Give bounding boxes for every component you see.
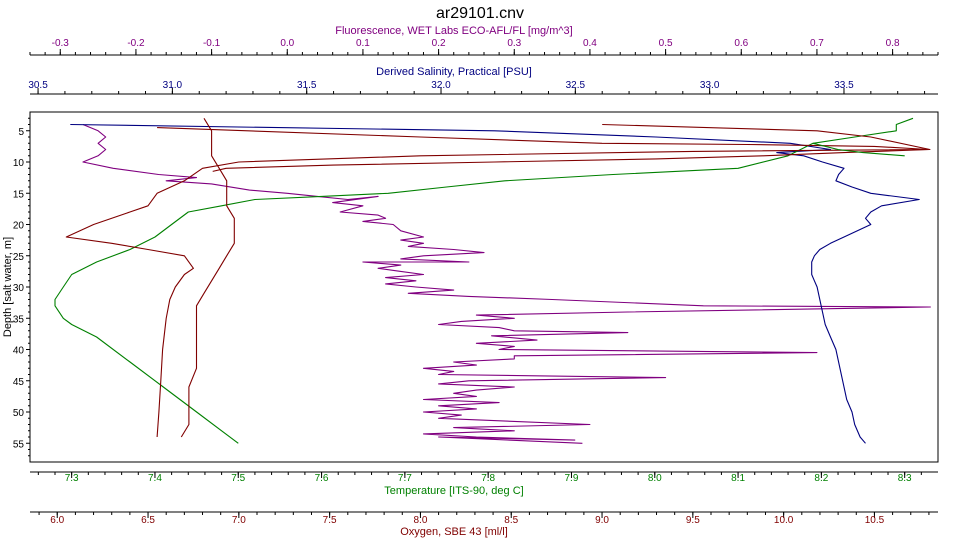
fluorescence-tick-label: -0.3 — [52, 38, 70, 49]
y-tick-label: 55 — [13, 439, 25, 450]
fluorescence-series-line-4 — [180, 118, 235, 438]
y-tick-label: 30 — [13, 283, 25, 294]
fluorescence-tick-label: 0.5 — [659, 38, 673, 49]
temperature-tick-label: 8.2 — [814, 473, 828, 484]
oxygen-tick-label: 8.0 — [413, 515, 427, 526]
temperature-tick-label: 8.1 — [731, 473, 745, 484]
oxygen-tick-label: 9.0 — [595, 515, 609, 526]
y-tick-label: 45 — [13, 377, 25, 388]
fluorescence-tick-label: 0.7 — [810, 38, 824, 49]
y-tick-label: 50 — [13, 408, 25, 419]
oxygen-series-line-3 — [65, 127, 930, 438]
temperature-tick-label: 7.3 — [65, 473, 79, 484]
chart-title: ar29101.cnv — [436, 5, 524, 22]
temperature-tick-label: 7.6 — [315, 473, 329, 484]
fluorescence-tick-label: 0.1 — [356, 38, 370, 49]
salinity-tick-label: 31.5 — [297, 80, 317, 91]
plot-frame — [29, 111, 939, 463]
temperature-tick-label: 7.8 — [481, 473, 495, 484]
y-axis-title: Depth [salt water, m] — [2, 237, 14, 337]
y-tick-label: 10 — [13, 158, 25, 169]
temperature-series-line-6 — [812, 142, 905, 157]
temperature-tick-label: 7.4 — [148, 473, 162, 484]
temperature-tick-label: 7.9 — [565, 473, 579, 484]
oxygen-tick-label: 6.5 — [141, 515, 155, 526]
fluorescence-tick-label: 0.3 — [507, 38, 521, 49]
salinity-tick-label: 33.0 — [700, 80, 720, 91]
oxygen-tick-label: 10.0 — [774, 515, 794, 526]
fluorescence-tick-label: -0.2 — [127, 38, 145, 49]
fluorescence-series-line-0 — [82, 123, 931, 444]
fluorescence-tick-label: 0.0 — [280, 38, 294, 49]
temperature-tick-label: 8.3 — [898, 473, 912, 484]
axes-layer: 5 10 15 20 25 30 35 40 45 50 55 Depth [salt water, … — [2, 25, 939, 538]
y-tick-label: 40 — [13, 346, 25, 357]
oxygen-tick-label: 10.5 — [865, 515, 885, 526]
y-tick-label: 35 — [13, 314, 25, 325]
fluorescence-axis-title: Fluorescence, WET Labs ECO-AFL/FL [mg/m^… — [335, 25, 572, 37]
y-tick-label: 20 — [13, 221, 25, 232]
y-tick-label: 5 — [18, 127, 24, 138]
oxygen-tick-label: 6.0 — [50, 515, 64, 526]
salinity-series-line-5 — [212, 123, 931, 172]
salinity-tick-label: 32.5 — [566, 80, 586, 91]
fluorescence-tick-label: 0.6 — [734, 38, 748, 49]
temperature-tick-label: 7.5 — [231, 473, 245, 484]
temperature-series-line-2 — [54, 117, 914, 444]
oxygen-tick-label: 7.5 — [323, 515, 337, 526]
oxygen-tick-label: 7.0 — [232, 515, 246, 526]
oxygen-tick-label: 8.5 — [504, 515, 518, 526]
fluorescence-tick-label: -0.1 — [203, 38, 221, 49]
salinity-series-line-1 — [70, 123, 920, 444]
oxygen-axis-title: Oxygen, SBE 43 [ml/l] — [400, 526, 508, 538]
oxygen-tick-label: 9.5 — [686, 515, 700, 526]
fluorescence-tick-label: 0.8 — [886, 38, 900, 49]
y-tick-label: 25 — [13, 252, 25, 263]
salinity-tick-label: 30.5 — [28, 80, 48, 91]
temperature-axis-title: Temperature [ITS-90, deg C] — [384, 485, 523, 497]
salinity-tick-label: 32.0 — [431, 80, 451, 91]
salinity-axis-title: Derived Salinity, Practical [PSU] — [376, 66, 532, 78]
fluorescence-tick-label: 0.4 — [583, 38, 597, 49]
series-layer — [54, 117, 931, 444]
salinity-tick-label: 33.5 — [834, 80, 854, 91]
fluorescence-tick-label: 0.2 — [432, 38, 446, 49]
temperature-tick-label: 7.7 — [398, 473, 412, 484]
salinity-tick-label: 31.0 — [163, 80, 183, 91]
temperature-tick-label: 8.0 — [648, 473, 662, 484]
y-tick-label: 15 — [13, 189, 25, 200]
